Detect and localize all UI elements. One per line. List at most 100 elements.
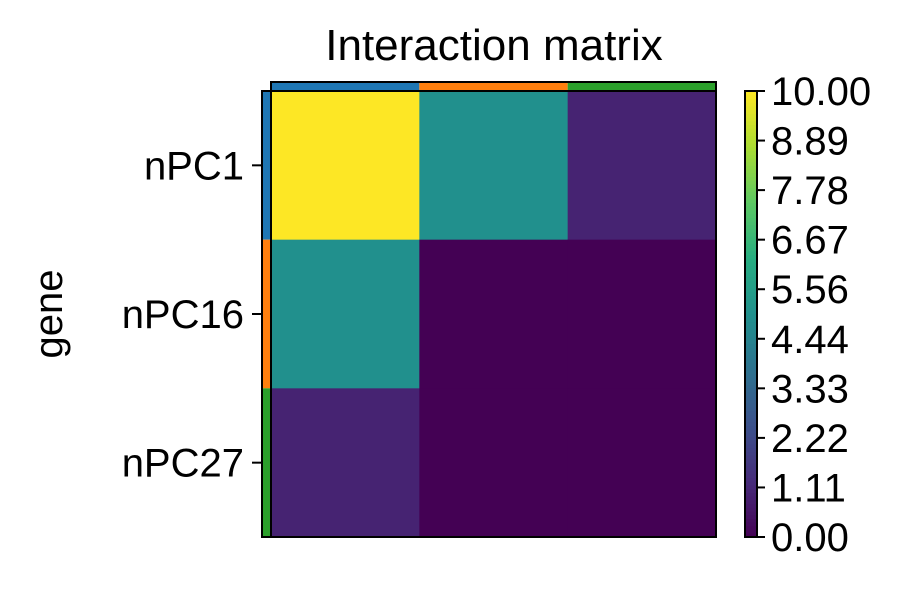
colorbar-segment (745, 254, 757, 259)
colorbar-segment (745, 217, 757, 222)
colorbar-segment (745, 392, 757, 397)
colorbar-segment (745, 157, 757, 163)
colorbar-segment (745, 113, 757, 118)
y-tick-label: nPC1 (144, 144, 244, 188)
colorbar-segment (745, 191, 757, 196)
colorbar-segment (745, 102, 757, 107)
heatmap-cell (567, 388, 717, 538)
colorbar-tick-label: 2.22 (771, 417, 849, 461)
colorbar-frame (744, 90, 758, 538)
colorbar-tick-label: 4.44 (771, 318, 849, 362)
colorbar-segment (745, 105, 757, 111)
colorbar-segment (745, 228, 757, 233)
colorbar-segment (745, 209, 757, 215)
colorbar-segment (745, 150, 757, 155)
y-tick-label: nPC16 (122, 293, 244, 337)
colorbar-segment (745, 295, 757, 300)
colorbar-segment (745, 525, 757, 531)
heatmap-cell (419, 91, 569, 241)
colorbar-segment (745, 180, 757, 185)
colorbar-segment (745, 421, 757, 427)
colorbar-segment (745, 418, 757, 423)
colorbar-segment (745, 273, 757, 278)
colorbar-segment (745, 399, 757, 404)
colorbar-segment (745, 195, 757, 200)
colorbar-segment (745, 135, 757, 140)
colorbar-segment (745, 447, 757, 453)
colorbar-segment (745, 403, 757, 408)
heatmap-cell (567, 239, 717, 389)
heatmap-cell (271, 91, 420, 241)
colorbar-segment (745, 455, 757, 460)
colorbar-segment (745, 395, 757, 401)
colorbar-segment (745, 377, 757, 382)
colorbar-segment (745, 499, 757, 505)
colorbar-segment (745, 529, 757, 534)
colorbar-segment (745, 139, 757, 144)
column-group-segment (271, 82, 420, 91)
colorbar-segment (745, 354, 757, 360)
colorbar-segment (745, 176, 757, 181)
colorbar-segment (745, 533, 757, 538)
colorbar-tick-label: 7.78 (771, 169, 849, 213)
colorbar-segment (745, 514, 757, 520)
heatmap-cell (271, 239, 420, 389)
heatmap-cell (419, 388, 569, 538)
y-tick-label: nPC27 (122, 442, 244, 486)
colorbar-segment (745, 380, 757, 386)
colorbar-segment (745, 291, 757, 297)
colorbar-segment (745, 496, 757, 501)
colorbar-segment (745, 336, 757, 341)
colorbar-segment (745, 258, 757, 263)
colorbar-segment (745, 410, 757, 415)
colorbar-segment (745, 299, 757, 304)
colorbar-segment (745, 261, 757, 267)
colorbar-tick-label: 0.00 (771, 516, 849, 560)
colorbar-segment (745, 503, 757, 508)
colorbar-segment (745, 131, 757, 137)
row-group-bar (261, 90, 272, 538)
colorbar-segment (745, 414, 757, 419)
column-group-frame (270, 81, 717, 92)
colorbar-segment (745, 247, 757, 252)
colorbar-segment (745, 325, 757, 330)
colorbar-segment (745, 384, 757, 389)
colorbar-segment (745, 351, 757, 356)
colorbar-segment (745, 280, 757, 285)
row-group-segment (262, 91, 271, 240)
colorbar-segment (745, 425, 757, 430)
colorbar-segment (745, 250, 757, 256)
colorbar-segment (745, 94, 757, 100)
colorbar-segment (745, 440, 757, 445)
colorbar-segment (745, 235, 757, 241)
colorbar-tick-label: 8.89 (771, 120, 849, 164)
colorbar-segment (745, 221, 757, 226)
colorbar-segment (745, 406, 757, 412)
colorbar-segment (745, 202, 757, 207)
colorbar-segment (745, 340, 757, 345)
colorbar-segment (745, 302, 757, 308)
colorbar-segment (745, 429, 757, 434)
colorbar-segment (745, 117, 757, 122)
colorbar-segment (745, 109, 757, 114)
colorbar-segment (745, 470, 757, 475)
colorbar-segment (745, 124, 757, 129)
colorbar-segment (745, 314, 757, 319)
heatmap-cell (271, 388, 420, 538)
colorbar-segment (745, 206, 757, 211)
heatmap-cell (567, 91, 717, 241)
colorbar-segment (745, 287, 757, 293)
colorbar-segment (745, 224, 757, 230)
colorbar-segment (745, 306, 757, 311)
colorbar-segment (745, 369, 757, 375)
colorbar-segment (745, 269, 757, 274)
colorbar-segment (745, 239, 757, 244)
colorbar-segment (745, 510, 757, 516)
colorbar-segment (745, 466, 757, 471)
colorbar-tick-label: 5.56 (771, 268, 849, 312)
colorbar-segment (745, 187, 757, 192)
colorbar-segment (745, 265, 757, 270)
y-axis-label: gene (27, 270, 71, 359)
colorbar-segment (745, 183, 757, 189)
colorbar-segment (745, 243, 757, 248)
